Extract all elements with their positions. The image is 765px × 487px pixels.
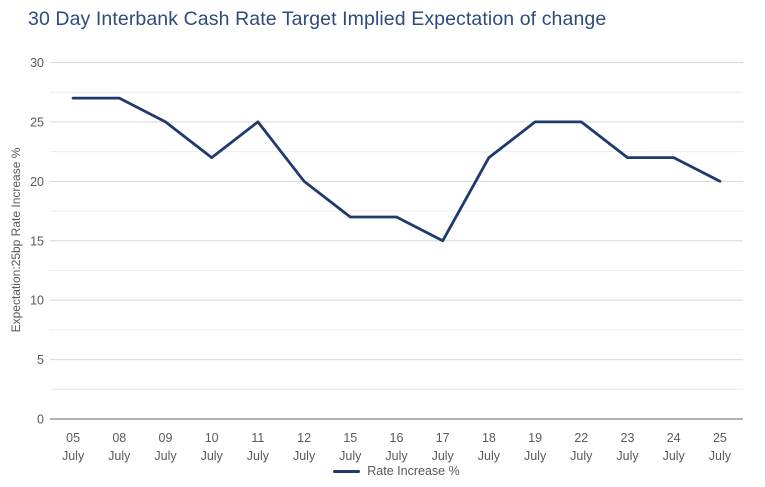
x-tick-label: 15 July: [339, 431, 362, 463]
chart-title: 30 Day Interbank Cash Rate Target Implie…: [28, 8, 607, 30]
x-tick-label: 08 July: [108, 431, 131, 463]
y-tick-label: 30: [30, 56, 44, 70]
x-tick-label: 25 July: [709, 431, 732, 463]
x-tick-label: 05 July: [62, 431, 85, 463]
x-tick-label: 09 July: [154, 431, 177, 463]
x-tick-label: 18 July: [478, 431, 501, 463]
chart-legend: Rate Increase %: [50, 461, 743, 481]
x-tick-label: 11 July: [247, 431, 270, 463]
rate-increase-series-line: [71, 96, 722, 243]
x-tick-label: 16 July: [385, 431, 408, 463]
line-chart: 0 5 10 15 20 25 30 05 July 08 July 09 July 10 July 11 Ju…: [30, 56, 743, 463]
y-tick-label: 15: [30, 234, 44, 248]
x-tick-label: 19 July: [524, 431, 547, 463]
legend-item-rate-increase[interactable]: Rate Increase %: [333, 464, 460, 478]
x-tick-label: 23 July: [616, 431, 639, 463]
y-tick-label: 0: [37, 413, 44, 427]
x-tick-label: 17 July: [432, 431, 455, 463]
y-tick-label: 20: [30, 175, 44, 189]
x-tick-label: 12 July: [293, 431, 316, 463]
y-tick-label: 25: [30, 115, 44, 129]
legend-line-swatch: [333, 469, 361, 473]
x-tick-label: 22 July: [570, 431, 593, 463]
x-tick-label: 10 July: [201, 431, 224, 463]
legend-label: Rate Increase %: [367, 464, 460, 478]
y-tick-label: 5: [37, 353, 44, 367]
y-tick-label: 10: [30, 294, 44, 308]
x-tick-label: 24 July: [663, 431, 686, 463]
